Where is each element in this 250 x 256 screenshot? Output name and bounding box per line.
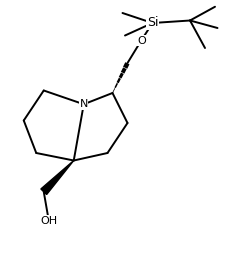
Polygon shape: [41, 161, 74, 195]
Text: N: N: [80, 99, 88, 109]
Text: OH: OH: [40, 216, 57, 226]
Text: O: O: [137, 36, 145, 46]
Text: Si: Si: [147, 16, 158, 29]
